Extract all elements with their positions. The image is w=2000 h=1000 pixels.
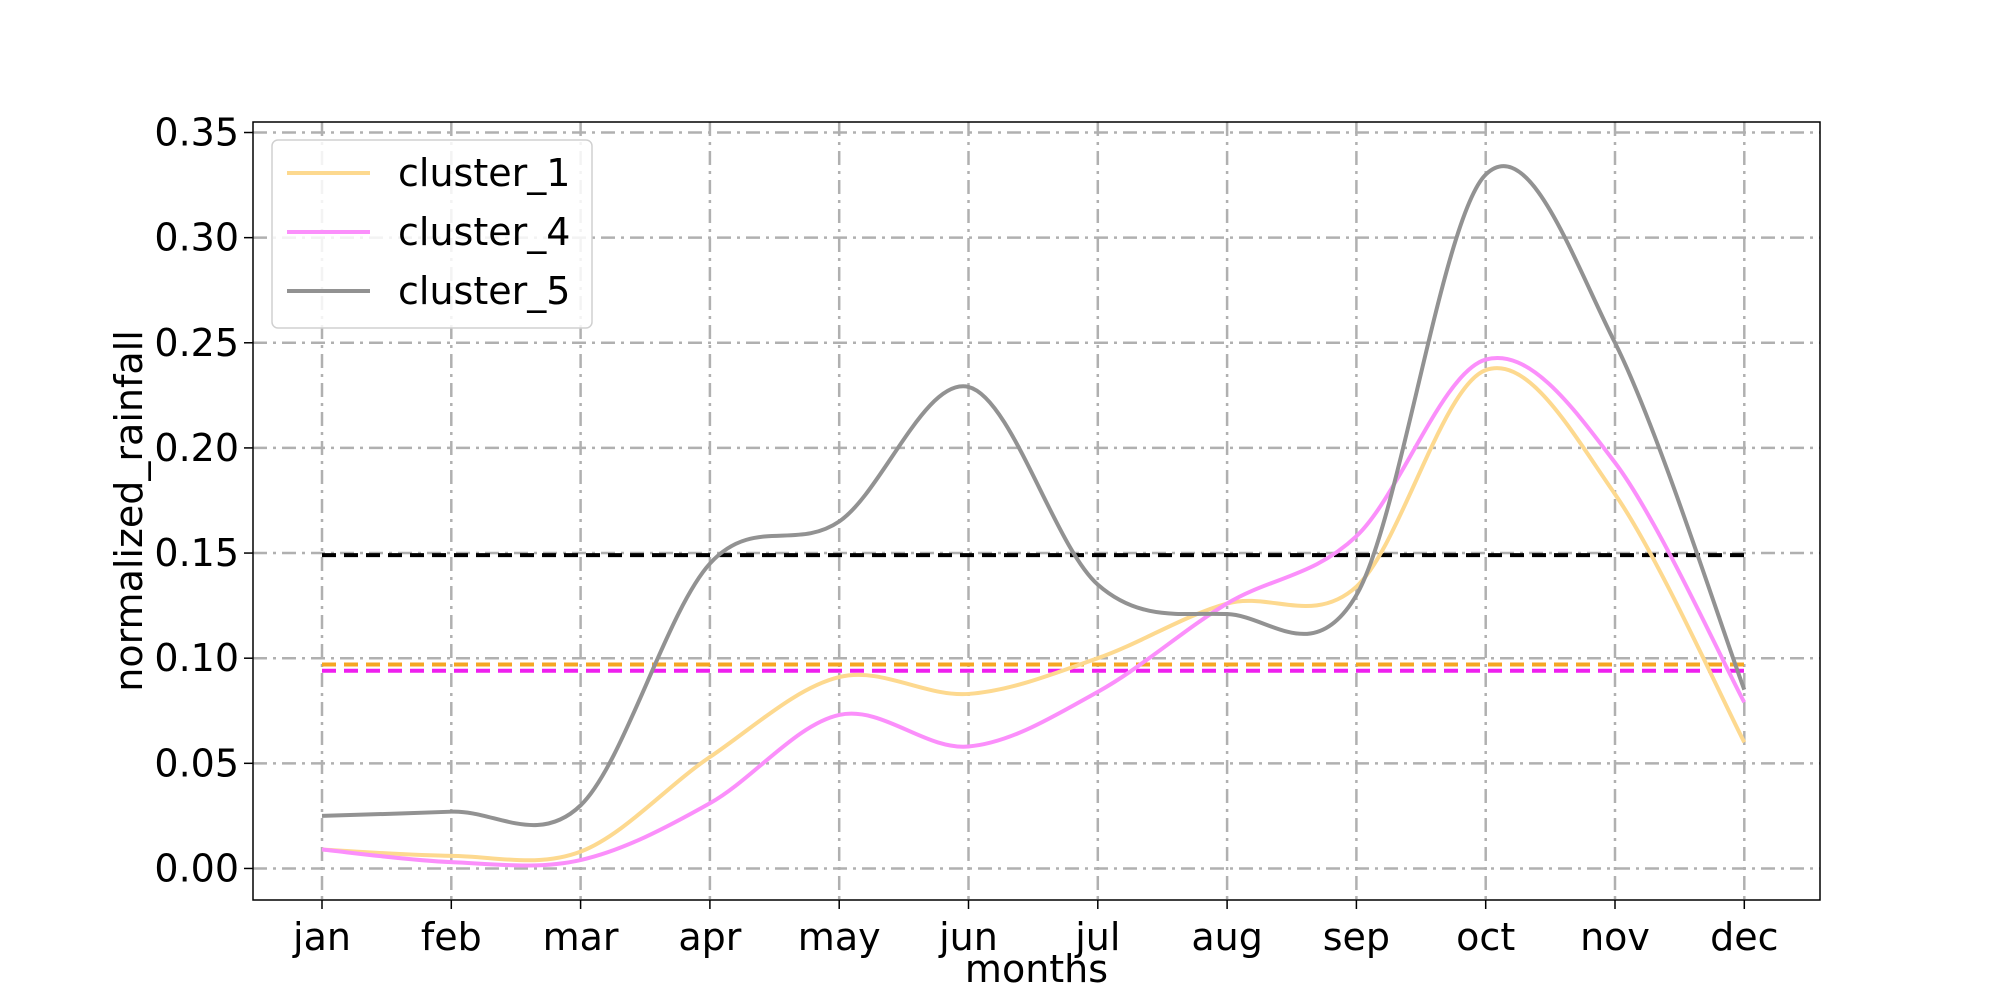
grid <box>253 122 1820 900</box>
x-tick-label-apr: apr <box>678 915 741 959</box>
y-ticks: 0.00 0.05 0.10 0.15 0.20 0.25 0.30 0.35 <box>154 111 253 890</box>
plot-frame <box>252 121 1821 901</box>
series-line-cluster-5 <box>321 164 1747 828</box>
legend: cluster_1 cluster_4 cluster_5 <box>271 139 593 329</box>
x-tick-label-oct: oct <box>1456 915 1515 959</box>
x-tick-label-may: may <box>798 915 881 959</box>
legend-label-cluster-1: cluster_1 <box>398 151 570 195</box>
x-ticks: jan feb mar apr may jun jul aug sep oct nov dec <box>292 900 1779 959</box>
y-tick-label-2: 0.10 <box>154 636 239 680</box>
x-tick-label-sep: sep <box>1323 915 1390 959</box>
reference-lines <box>322 553 1745 673</box>
x-tick-label-jan: jan <box>292 915 351 959</box>
y-tick-label-4: 0.20 <box>154 426 239 470</box>
x-tick-label-jul: jul <box>1074 915 1120 959</box>
y-tick-label-1: 0.05 <box>154 741 239 785</box>
series-line-cluster-1 <box>321 366 1747 863</box>
x-tick-label-jun: jun <box>938 915 998 959</box>
y-tick-label-7: 0.35 <box>154 111 239 155</box>
x-tick-label-feb: feb <box>421 915 482 959</box>
y-tick-label-0: 0.00 <box>154 846 239 890</box>
y-tick-label-5: 0.25 <box>154 321 239 365</box>
x-tick-label-nov: nov <box>1580 915 1650 959</box>
y-tick-label-3: 0.15 <box>154 531 239 575</box>
x-tick-label-dec: dec <box>1710 915 1778 959</box>
y-tick-label-6: 0.30 <box>154 216 239 260</box>
legend-label-cluster-5: cluster_5 <box>398 269 570 313</box>
legend-box <box>271 139 593 329</box>
x-tick-label-aug: aug <box>1191 915 1263 959</box>
x-tick-label-mar: mar <box>543 915 619 959</box>
x-axis-label: months <box>965 947 1108 991</box>
series-line-cluster-4 <box>321 356 1747 868</box>
legend-label-cluster-4: cluster_4 <box>398 210 570 254</box>
series-lines <box>321 164 1747 868</box>
y-axis-label: normalized_rainfall <box>107 330 151 691</box>
